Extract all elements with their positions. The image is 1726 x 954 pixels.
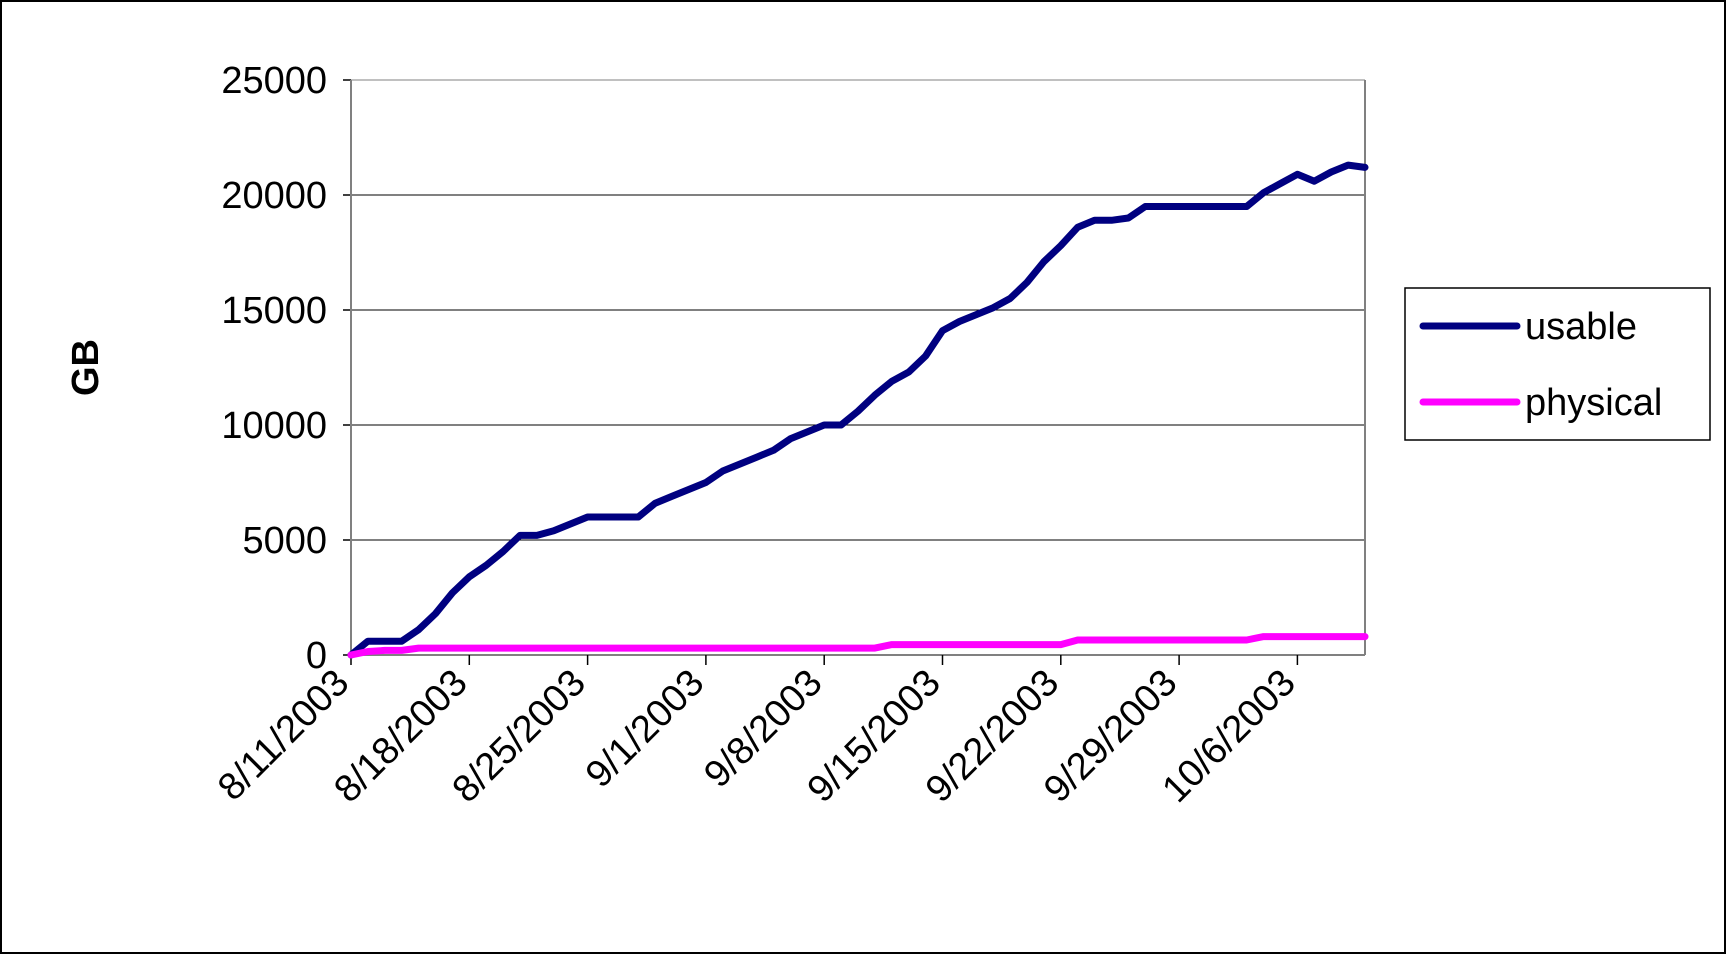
series-line-usable <box>347 161 1369 659</box>
y-tick-label: 25000 <box>221 60 327 102</box>
legend: usable physical <box>1404 287 1711 441</box>
legend-label-usable: usable <box>1525 306 1637 348</box>
y-tick-label: 10000 <box>221 405 327 447</box>
legend-box <box>1404 287 1711 441</box>
y-tick-label: 15000 <box>221 290 327 332</box>
y-tick-label: 5000 <box>242 520 327 562</box>
plot-area <box>351 80 1365 655</box>
y-tick-labels: 0 5000 10000 15000 20000 25000 <box>221 60 327 677</box>
y-axis-label: GB <box>65 339 107 396</box>
axes <box>350 79 1366 665</box>
legend-label-physical: physical <box>1525 382 1662 424</box>
series-line-physical <box>347 633 1369 659</box>
y-tick-label: 20000 <box>221 175 327 217</box>
y-tick-label: 0 <box>306 635 327 677</box>
series-lines <box>347 161 1369 659</box>
